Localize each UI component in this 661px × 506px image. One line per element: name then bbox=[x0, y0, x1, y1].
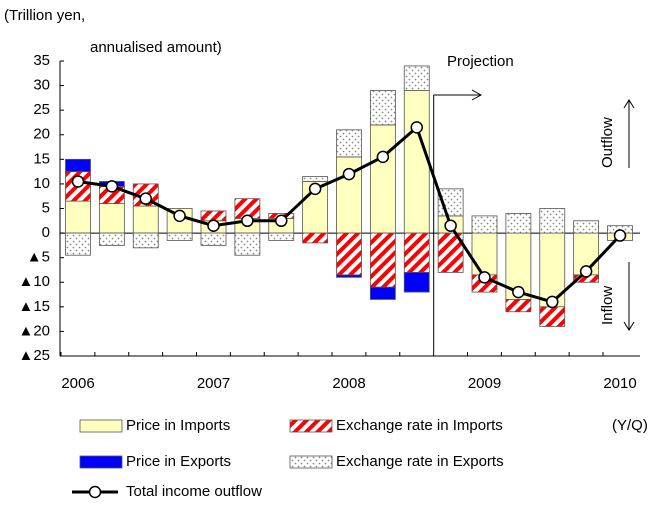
x-tick-label: 2006 bbox=[61, 375, 94, 392]
bar-segment bbox=[166, 232, 193, 241]
y-tick-label: ▲15 bbox=[18, 298, 50, 315]
bar-segment bbox=[336, 129, 362, 158]
bar-segment bbox=[403, 272, 430, 293]
line-marker bbox=[71, 175, 85, 188]
bar-segment bbox=[132, 205, 159, 234]
line-marker bbox=[546, 295, 559, 309]
bar-segment bbox=[505, 213, 532, 234]
bar-segment bbox=[98, 232, 125, 246]
legend-swatch bbox=[79, 419, 123, 433]
bar-segment bbox=[403, 65, 430, 91]
y-tick-label: 10 bbox=[33, 175, 50, 192]
line-marker bbox=[207, 219, 220, 232]
bar-segment bbox=[573, 220, 600, 234]
line-marker bbox=[410, 121, 423, 134]
x-tick-label: 2010 bbox=[603, 375, 636, 392]
y-tick-label: ▲25 bbox=[18, 347, 50, 364]
y-tick-label: 5 bbox=[42, 199, 50, 216]
legend-swatch bbox=[289, 455, 333, 469]
x-tick-label: 2007 bbox=[197, 375, 230, 392]
legend-label: Exchange rate in Imports bbox=[336, 417, 503, 434]
bar-segment bbox=[403, 232, 430, 273]
outflow-arrowhead bbox=[623, 99, 635, 109]
y-tick-label: 30 bbox=[33, 77, 50, 94]
bar-segment bbox=[336, 232, 362, 276]
bar-segment bbox=[471, 232, 498, 276]
line-marker bbox=[308, 182, 322, 196]
line-marker bbox=[444, 219, 457, 232]
y-tick-label: 20 bbox=[33, 126, 50, 143]
bar-segment bbox=[471, 215, 498, 234]
bar-segment bbox=[65, 232, 91, 256]
bar-segment bbox=[98, 203, 125, 234]
y-tick-label: ▲20 bbox=[18, 322, 50, 339]
x-tick-label: 2008 bbox=[332, 375, 365, 392]
y-tick-label: 35 bbox=[33, 52, 50, 69]
bar-segment bbox=[65, 158, 91, 173]
legend-swatch bbox=[289, 419, 333, 433]
axis-unit-label: annualised amount) bbox=[90, 39, 222, 56]
projection-label: Projection bbox=[447, 53, 514, 70]
bar-segment bbox=[200, 232, 227, 246]
y-tick-label: 15 bbox=[33, 150, 50, 167]
bar-segment bbox=[234, 232, 261, 256]
legend-label: Price in Exports bbox=[126, 453, 231, 470]
x-axis-label: (Y/Q) bbox=[612, 417, 648, 434]
inflow-label: Inflow bbox=[599, 286, 616, 325]
axis-unit-label: (Trillion yen, bbox=[4, 7, 85, 24]
y-tick-label: ▲10 bbox=[18, 273, 50, 290]
line-marker bbox=[613, 229, 627, 242]
bar-segment bbox=[505, 299, 532, 313]
bar-segment bbox=[539, 208, 566, 234]
legend-swatch bbox=[79, 455, 123, 469]
legend-label: Exchange rate in Exports bbox=[336, 453, 504, 470]
line-marker bbox=[512, 285, 525, 299]
bar-segment bbox=[369, 232, 396, 288]
bar-segment bbox=[200, 210, 227, 222]
x-tick-label: 2009 bbox=[468, 375, 501, 392]
bar-segment bbox=[369, 124, 396, 234]
outflow-label: Outflow bbox=[599, 117, 616, 168]
y-tick-label: 0 bbox=[42, 224, 50, 241]
line-marker bbox=[173, 209, 186, 223]
line-marker bbox=[139, 192, 152, 205]
line-marker bbox=[105, 180, 119, 193]
bar-segment bbox=[65, 200, 91, 234]
bar-segment bbox=[132, 232, 159, 249]
line-marker bbox=[579, 265, 593, 278]
bar-segment bbox=[369, 90, 396, 126]
legend-marker bbox=[88, 485, 102, 499]
bar-segment bbox=[403, 90, 430, 234]
bar-segment bbox=[336, 274, 362, 278]
bar-segment bbox=[539, 306, 566, 327]
y-tick-label: ▲5 bbox=[27, 249, 50, 266]
bar-segment bbox=[302, 232, 329, 244]
bar-segment bbox=[302, 176, 329, 182]
line-marker bbox=[342, 167, 356, 181]
line-marker bbox=[275, 214, 288, 228]
bar-segment bbox=[268, 232, 295, 241]
bar-segment bbox=[369, 286, 396, 300]
y-tick-label: 25 bbox=[33, 101, 50, 118]
line-marker bbox=[376, 150, 390, 164]
line-marker bbox=[241, 214, 254, 228]
legend-label: Price in Imports bbox=[126, 417, 230, 434]
inflow-arrowhead bbox=[623, 321, 635, 331]
line-marker bbox=[478, 271, 491, 284]
legend-label: Total income outflow bbox=[126, 483, 262, 500]
projection-arrowhead bbox=[471, 89, 483, 101]
